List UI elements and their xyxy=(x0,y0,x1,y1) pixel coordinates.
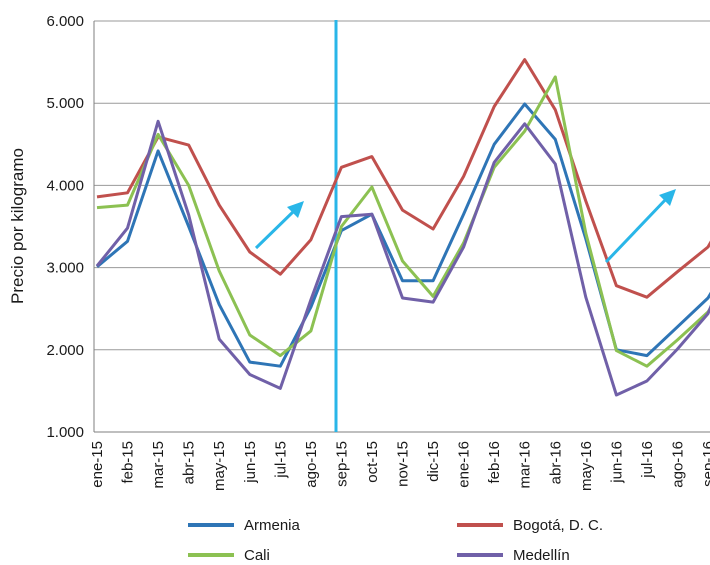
x-tick-label: jul-16 xyxy=(639,441,656,479)
legend-label: Medellín xyxy=(513,547,570,564)
legend-label: Bogotá, D. C. xyxy=(513,517,603,534)
y-axis-label: Precio por kilogramo xyxy=(8,148,27,304)
x-tick-label: ago-15 xyxy=(303,441,320,488)
x-tick-label: feb-15 xyxy=(120,441,137,484)
x-tick-label: feb-16 xyxy=(486,441,503,484)
x-tick-label: sep-16 xyxy=(700,441,710,487)
x-tick-label: sep-15 xyxy=(333,441,350,487)
legend: Armenia Bogotá, D. C. Cali Medellín xyxy=(188,517,603,564)
y-tick-label: 3.000 xyxy=(46,260,84,277)
legend-label: Armenia xyxy=(244,517,301,534)
series-line xyxy=(96,75,710,368)
x-tick-label: may-16 xyxy=(578,441,595,491)
x-tick-label: jun-15 xyxy=(242,441,259,484)
x-tick-label: abr-15 xyxy=(181,441,198,484)
x-tick-label: dic-15 xyxy=(425,441,442,482)
x-tick-label: abr-16 xyxy=(547,441,564,484)
x-tick-label: oct-15 xyxy=(364,441,381,483)
x-tick-label: jun-16 xyxy=(608,441,625,484)
x-tick-label: nov-15 xyxy=(395,441,412,487)
series-lines xyxy=(95,58,710,397)
series-line xyxy=(95,119,710,397)
x-tick-label: mar-16 xyxy=(517,441,534,489)
gridlines xyxy=(94,20,710,433)
x-tick-label: ago-16 xyxy=(669,441,686,488)
y-tick-label: 6.000 xyxy=(46,13,84,30)
y-axis-ticks: 1.000 2.000 3.000 4.000 5.000 6.000 xyxy=(46,13,84,441)
y-tick-label: 4.000 xyxy=(46,177,84,194)
x-tick-label: ene-15 xyxy=(89,441,106,488)
series-line xyxy=(96,102,710,368)
y-tick-label: 1.000 xyxy=(46,424,84,441)
y-tick-label: 2.000 xyxy=(46,342,84,359)
series-line xyxy=(96,58,710,299)
trend-arrow-right xyxy=(604,189,676,264)
x-axis-ticks: ene-15 feb-15 mar-15 abr-15 may-15 jun-15 jul-… xyxy=(89,441,710,491)
y-tick-label: 5.000 xyxy=(46,95,84,112)
legend-label: Cali xyxy=(244,547,270,564)
trend-arrow-left xyxy=(254,201,304,250)
x-tick-label: jul-15 xyxy=(272,441,289,479)
x-tick-label: mar-15 xyxy=(150,441,167,489)
x-tick-label: ene-16 xyxy=(456,441,473,488)
x-tick-label: may-15 xyxy=(211,441,228,491)
axes xyxy=(93,21,710,433)
